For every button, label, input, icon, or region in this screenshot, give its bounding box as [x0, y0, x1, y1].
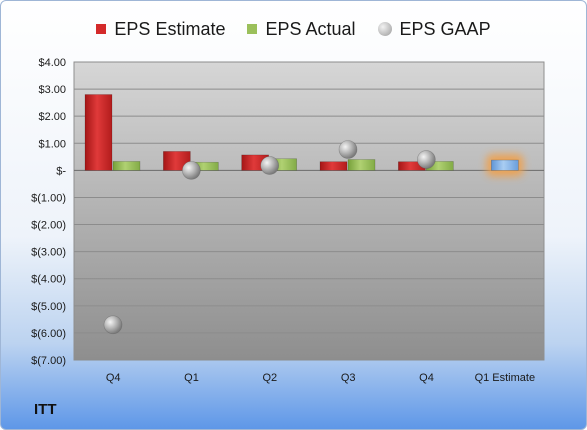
y-tick-label: $(6.00)	[31, 328, 66, 340]
y-tick-label: $3.00	[38, 84, 66, 96]
y-tick-label: $-	[56, 165, 66, 177]
y-tick-label: $(7.00)	[31, 355, 66, 367]
marker-eps-gaap	[103, 315, 123, 335]
legend-dot-gaap	[377, 22, 392, 36]
x-tick-label: Q1	[184, 372, 199, 384]
y-tick-label: $(3.00)	[31, 247, 66, 259]
y-tick-label: $(5.00)	[31, 301, 66, 313]
y-tick-label: $1.00	[38, 138, 66, 150]
legend-item-eps-gaap: EPS GAAP	[377, 18, 491, 40]
x-tick-label: Q4	[419, 372, 434, 384]
bars	[84, 94, 519, 171]
legend-label-estimate: EPS Estimate	[114, 18, 226, 39]
x-tick-label: Q4	[106, 372, 121, 384]
y-tick-label: $(2.00)	[31, 220, 66, 232]
chart-legend: EPS Estimate EPS Actual EPS GAAP	[0, 16, 587, 42]
plot-area	[73, 61, 545, 361]
marker-eps-gaap	[182, 161, 201, 180]
legend-item-eps-actual: EPS Actual	[247, 18, 356, 40]
legend-label-actual: EPS Actual	[265, 18, 356, 39]
legend-item-eps-estimate: EPS Estimate	[96, 19, 225, 40]
x-tick-label: Q3	[341, 372, 356, 384]
y-tick-label: $(1.00)	[31, 192, 66, 204]
bar-eps-estimate	[163, 151, 191, 171]
bar-eps-estimate	[319, 161, 348, 171]
legend-label-gaap: EPS GAAP	[399, 18, 491, 39]
x-tick-label: Q2	[262, 372, 277, 384]
legend-swatch-estimate	[96, 24, 107, 34]
bar-eps-estimate-next	[491, 159, 519, 171]
company-ticker: ITT	[34, 401, 57, 418]
marker-eps-gaap	[260, 156, 279, 175]
x-tick-label: Q1 Estimate	[475, 372, 536, 384]
marker-eps-gaap	[417, 150, 436, 169]
y-tick-label: $4.00	[38, 57, 66, 69]
bar-eps-actual	[112, 161, 141, 171]
bar-eps-estimate	[84, 94, 113, 171]
y-tick-label: $(4.00)	[31, 274, 66, 286]
gaap-markers	[103, 140, 436, 335]
gridlines	[74, 61, 544, 361]
tick-labels: $4.00 $3.00 $2.00 $1.00 $- $(1.00) $(2.00) $(3.…	[31, 57, 535, 384]
y-tick-label: $2.00	[38, 111, 66, 123]
marker-eps-gaap	[338, 140, 358, 159]
bar-eps-actual	[347, 159, 376, 171]
legend-swatch-actual	[247, 24, 258, 34]
